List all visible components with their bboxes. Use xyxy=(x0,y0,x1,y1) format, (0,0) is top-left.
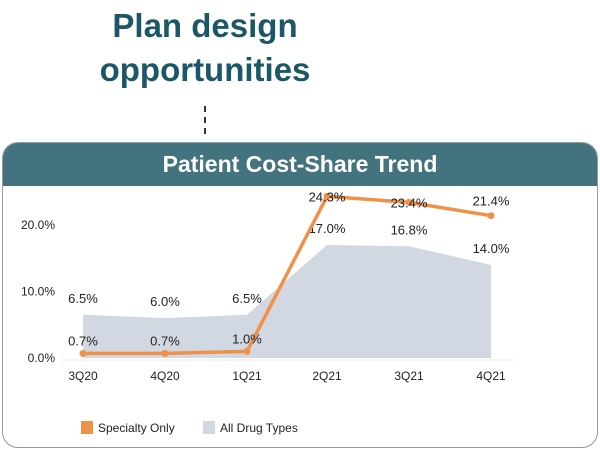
data-label-specialty-only: 1.0% xyxy=(232,331,262,346)
legend-label-all-drug-types: All Drug Types xyxy=(220,421,298,435)
x-tick-label: 4Q20 xyxy=(150,369,180,383)
point-specialty-only xyxy=(405,198,413,206)
chart-title: Patient Cost-Share Trend xyxy=(3,143,597,186)
data-label-specialty-only: 0.7% xyxy=(150,333,180,348)
point-specialty-only xyxy=(323,192,331,200)
x-tick-label: 3Q20 xyxy=(68,369,98,383)
y-tick-label: 0.0% xyxy=(28,351,56,365)
y-tick-label: 20.0% xyxy=(21,218,55,232)
data-label-specialty-only: 24.3% xyxy=(309,189,346,204)
data-label-all-drug-types: 16.8% xyxy=(391,222,428,237)
legend-swatch-all-drug-types xyxy=(203,421,215,434)
point-specialty-only xyxy=(487,212,495,220)
legend-label-specialty-only: Specialty Only xyxy=(98,421,175,435)
data-label-all-drug-types: 6.0% xyxy=(150,294,180,309)
section-heading: Plan design opportunities xyxy=(99,7,311,88)
data-label-specialty-only: 23.4% xyxy=(391,195,428,210)
x-tick-label: 4Q21 xyxy=(476,369,506,383)
chart-card: Patient Cost-Share Trend xyxy=(2,142,598,448)
x-tick-label: 1Q21 xyxy=(232,369,262,383)
line-specialty-only xyxy=(83,194,492,356)
data-label-specialty-only: 21.4% xyxy=(473,194,510,209)
x-tick-label: 2Q21 xyxy=(312,369,342,383)
data-label-all-drug-types: 17.0% xyxy=(309,221,346,236)
data-label-specialty-only: 0.7% xyxy=(68,333,98,348)
y-tick-label: 10.0% xyxy=(21,285,55,299)
legend-swatch-specialty-only xyxy=(81,421,93,434)
data-label-all-drug-types: 14.0% xyxy=(473,241,510,256)
area-all-drug-types xyxy=(83,244,491,358)
point-specialty-only xyxy=(79,349,87,357)
point-specialty-only xyxy=(161,349,169,357)
data-label-all-drug-types: 6.5% xyxy=(232,291,262,306)
data-label-all-drug-types: 6.5% xyxy=(68,291,98,306)
point-specialty-only xyxy=(243,347,251,355)
dashed-connector xyxy=(204,106,206,134)
x-tick-label: 3Q21 xyxy=(394,369,424,383)
